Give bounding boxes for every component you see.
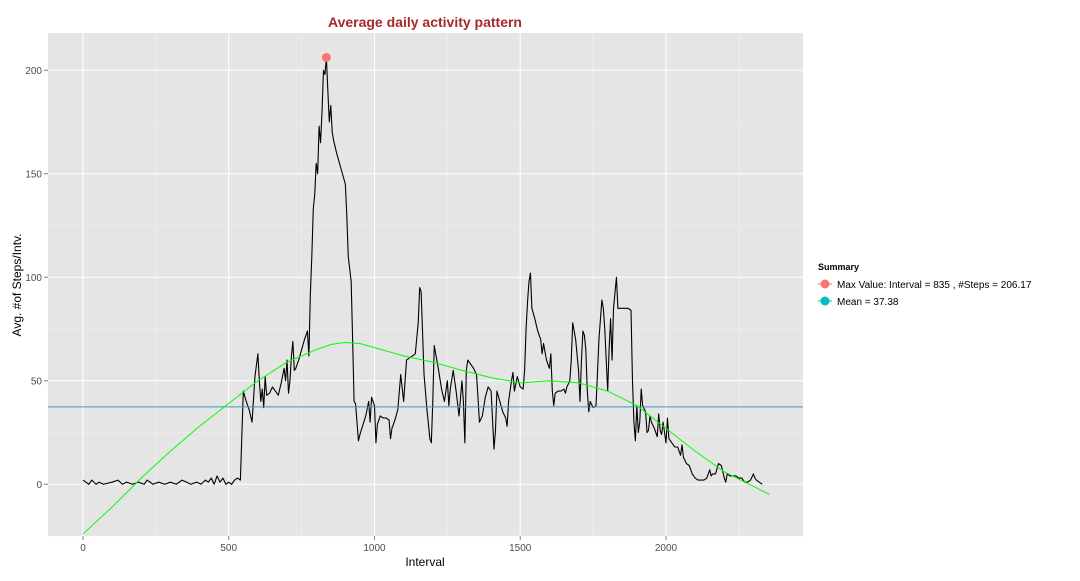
steps-line xyxy=(82,56,763,485)
x-tick-label: 2000 xyxy=(655,543,678,554)
legend-label-mean: Mean = 37.38 xyxy=(837,297,899,308)
y-axis-title: Avg. #of Steps/Intv. xyxy=(10,234,24,337)
x-tick-label: 1000 xyxy=(363,543,386,554)
y-tick-label: 0 xyxy=(36,480,42,491)
plot-content xyxy=(48,52,803,535)
max-point-marker xyxy=(321,52,331,62)
major-gridlines xyxy=(48,33,803,536)
legend: Summary Max Value: Interval = 835 , #Ste… xyxy=(818,262,1032,308)
x-axis-title: Interval xyxy=(405,555,444,569)
legend-label-max: Max Value: Interval = 835 , #Steps = 206… xyxy=(837,280,1032,291)
plot-panel xyxy=(48,33,803,536)
legend-key-max xyxy=(820,279,830,289)
chart-title: Average daily activity pattern xyxy=(328,14,522,30)
y-tick-label: 100 xyxy=(25,273,42,284)
legend-item-max: Max Value: Interval = 835 , #Steps = 206… xyxy=(818,279,1032,291)
y-axis-ticks: 0 50 100 150 200 xyxy=(25,66,48,491)
legend-title: Summary xyxy=(818,262,859,272)
x-axis-ticks: 0 500 1000 1500 2000 xyxy=(80,536,678,554)
y-tick-label: 50 xyxy=(31,376,43,387)
x-tick-label: 0 xyxy=(80,543,86,554)
x-tick-label: 500 xyxy=(220,543,237,554)
x-tick-label: 1500 xyxy=(509,543,532,554)
y-tick-label: 200 xyxy=(25,66,42,77)
y-tick-label: 150 xyxy=(25,169,42,180)
legend-key-mean xyxy=(820,296,830,306)
minor-gridlines xyxy=(48,33,803,537)
smooth-curve xyxy=(82,341,770,535)
legend-item-mean: Mean = 37.38 xyxy=(818,296,899,308)
